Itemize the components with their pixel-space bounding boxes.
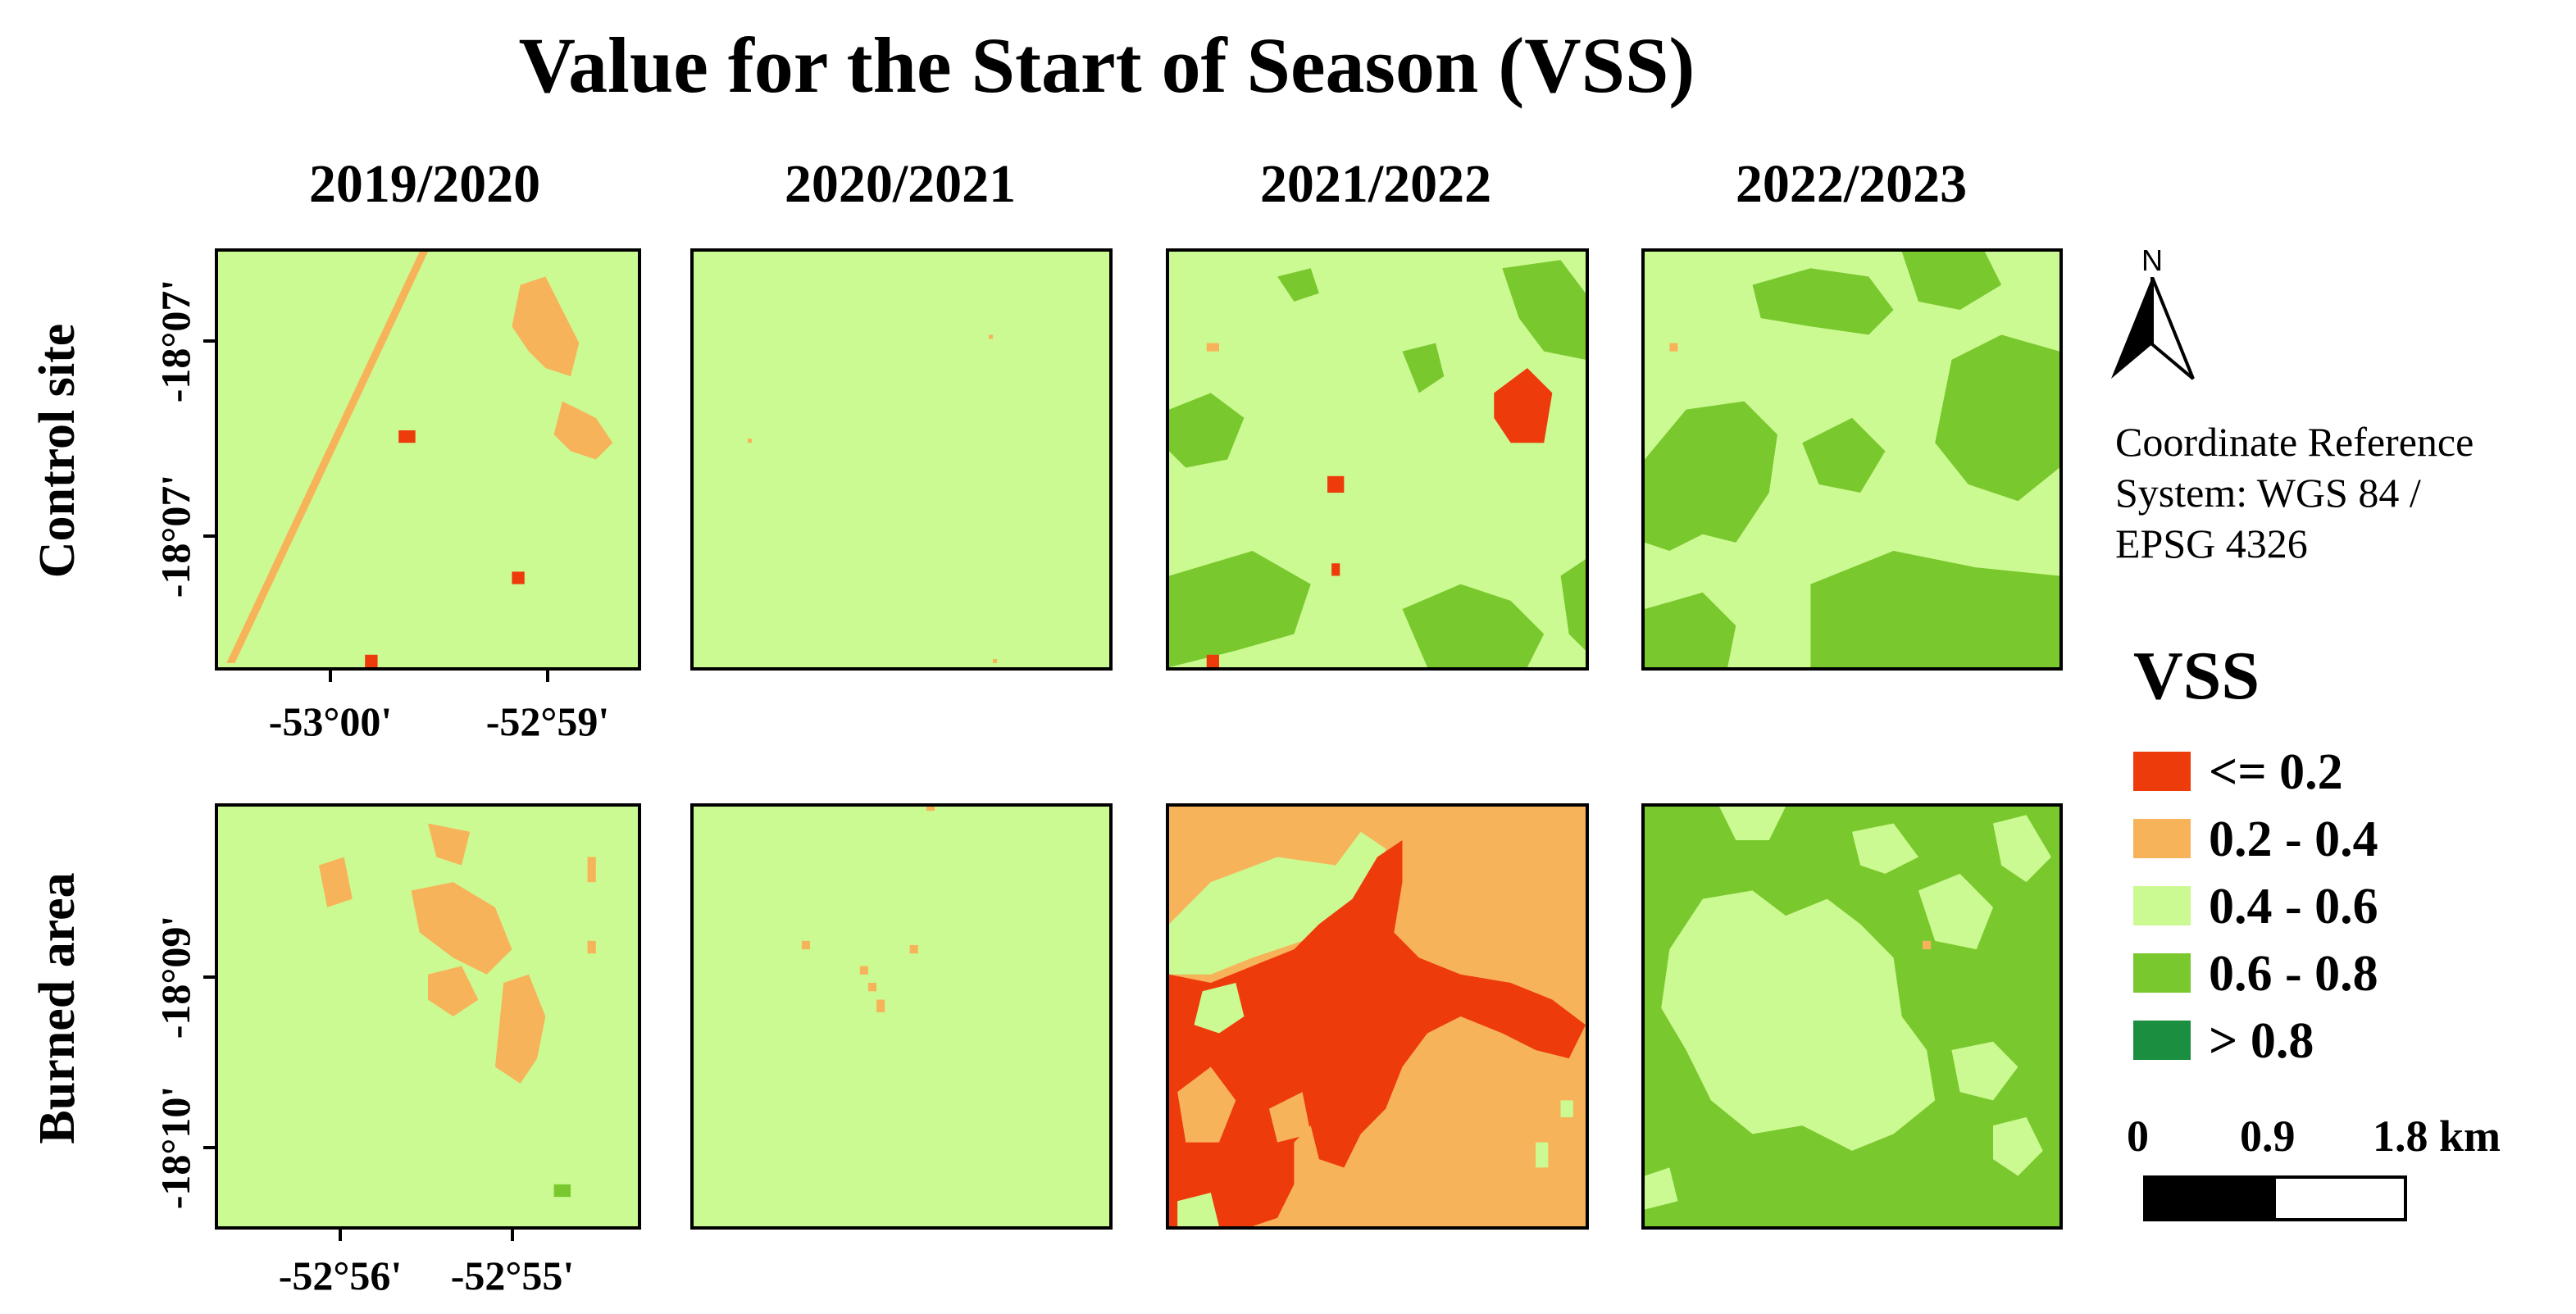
lat-label: -18°07' <box>152 474 198 598</box>
map-panel-burned-2022-2023 <box>1641 803 2063 1230</box>
legend-title: VSS <box>2133 638 2260 714</box>
legend-label: 0.6 - 0.8 <box>2209 946 2378 1002</box>
map-title: Value for the Start of Season (VSS) <box>518 21 1695 109</box>
row-label-burned-area: Burned area <box>30 872 85 1144</box>
legend-label: 0.2 - 0.4 <box>2209 812 2378 867</box>
crs-line-1: Coordinate Reference <box>2115 419 2474 465</box>
column-header-2022-2023: 2022/2023 <box>1735 154 1968 214</box>
legend-swatch <box>2133 1021 2191 1060</box>
lon-tick <box>339 1230 342 1241</box>
legend-item-0-4-0-6: 0.4 - 0.6 <box>2133 876 2527 942</box>
crs-text: Coordinate Reference System: WGS 84 / EP… <box>2115 416 2574 569</box>
scalebar-label-1-8-km: 1.8 km <box>2373 1112 2501 1161</box>
north-arrow: N <box>2107 244 2197 384</box>
north-arrow-icon <box>2111 277 2195 380</box>
legend-swatch <box>2133 752 2191 791</box>
map-panel-burned-2021-2022 <box>1166 803 1589 1230</box>
crs-line-3: EPSG 4326 <box>2115 521 2308 566</box>
legend-item-le-0-2: <= 0.2 <box>2133 742 2527 807</box>
crs-line-2: System: WGS 84 / <box>2115 470 2421 516</box>
north-label: N <box>2141 243 2163 277</box>
scalebar <box>2143 1175 2407 1221</box>
scalebar-black-segment <box>2146 1179 2276 1218</box>
lon-tick <box>511 1230 514 1241</box>
lat-label: -18°07' <box>152 279 198 403</box>
legend-label: <= 0.2 <box>2209 744 2343 800</box>
map-panel-burned-2020-2021 <box>690 803 1113 1230</box>
legend-swatch <box>2133 819 2191 858</box>
map-panel-control-2021-2022 <box>1166 248 1589 671</box>
lat-tick <box>203 339 215 343</box>
scalebar-label-0-9: 0.9 <box>2240 1112 2296 1161</box>
map-panel-control-2020-2021 <box>690 248 1113 671</box>
row-label-control-site: Control site <box>30 323 85 579</box>
column-header-2019-2020: 2019/2020 <box>308 154 541 214</box>
scalebar-label-0: 0 <box>2127 1112 2149 1161</box>
column-header-2020-2021: 2020/2021 <box>784 154 1017 214</box>
legend-item-gt-0-8: > 0.8 <box>2133 1011 2527 1076</box>
lat-tick <box>203 975 215 979</box>
scalebar-white-segment <box>2276 1179 2404 1218</box>
lat-label: -18°10' <box>152 1085 198 1210</box>
lon-label: -52°59' <box>485 698 610 744</box>
map-panel-control-2022-2023 <box>1641 248 2063 671</box>
map-panel-burned-2019-2020 <box>215 803 641 1230</box>
lat-tick <box>203 1146 215 1149</box>
map-panel-control-2019-2020 <box>215 248 641 671</box>
lat-label: -18°09' <box>152 915 198 1039</box>
lon-tick <box>329 671 332 682</box>
lon-label: -53°00' <box>268 698 393 744</box>
legend-item-0-2-0-4: 0.2 - 0.4 <box>2133 809 2527 875</box>
lat-tick <box>203 534 215 538</box>
column-header-2021-2022: 2021/2022 <box>1259 154 1492 214</box>
legend-swatch <box>2133 953 2191 993</box>
lon-tick <box>546 671 549 682</box>
legend-label: 0.4 - 0.6 <box>2209 879 2378 934</box>
legend-label: > 0.8 <box>2209 1013 2314 1069</box>
lon-label: -52°56' <box>278 1253 403 1298</box>
legend-swatch <box>2133 886 2191 925</box>
legend-item-0-6-0-8: 0.6 - 0.8 <box>2133 943 2527 1009</box>
lon-label: -52°55' <box>450 1253 575 1298</box>
